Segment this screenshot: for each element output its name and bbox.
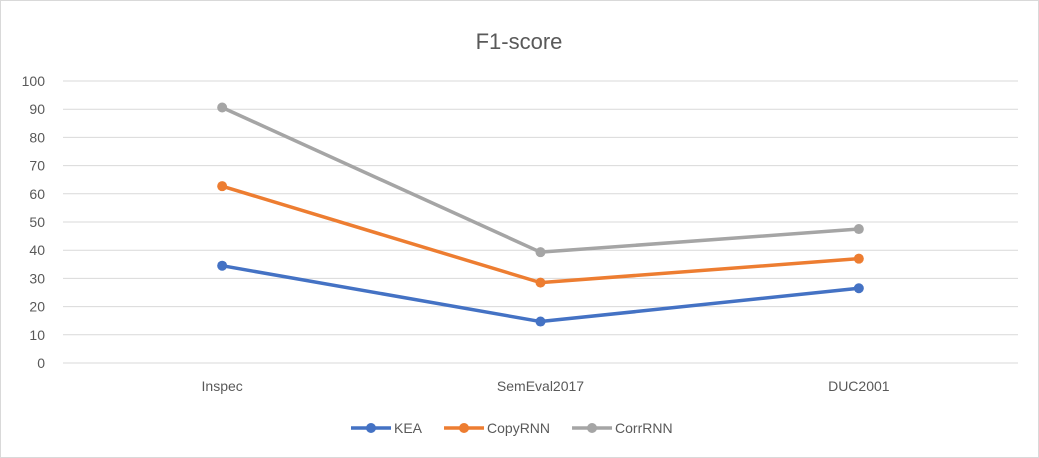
data-point bbox=[535, 316, 546, 327]
data-point bbox=[853, 283, 864, 294]
y-tick-label: 50 bbox=[29, 214, 45, 230]
series-corrrnn bbox=[217, 102, 864, 258]
series-copyrnn bbox=[217, 181, 864, 288]
data-point bbox=[853, 224, 864, 235]
series-line bbox=[220, 105, 861, 254]
legend-label: KEA bbox=[394, 420, 423, 436]
legend: KEA CopyRNN CorrRNN bbox=[351, 420, 673, 436]
legend-swatch-marker bbox=[459, 423, 470, 433]
y-tick-label: 60 bbox=[29, 186, 45, 202]
data-point bbox=[535, 277, 546, 288]
data-point bbox=[535, 247, 546, 258]
legend-item-corrrnn: CorrRNN bbox=[572, 420, 673, 436]
y-tick-label: 70 bbox=[29, 158, 45, 174]
legend-label: CorrRNN bbox=[615, 420, 673, 436]
x-tick-label: Inspec bbox=[202, 378, 243, 394]
y-tick-label: 40 bbox=[29, 242, 45, 258]
y-tick-label: 0 bbox=[37, 355, 45, 371]
data-point bbox=[217, 260, 228, 271]
data-point bbox=[217, 102, 228, 113]
series-line bbox=[220, 263, 861, 324]
y-axis-ticks: 0 10 20 30 40 50 60 70 80 90 100 bbox=[22, 73, 46, 371]
y-tick-label: 100 bbox=[22, 73, 46, 89]
legend-swatch-marker bbox=[366, 423, 376, 433]
data-point bbox=[853, 253, 864, 264]
legend-swatch-marker bbox=[587, 423, 598, 433]
x-tick-label: DUC2001 bbox=[828, 378, 890, 394]
x-axis-ticks: Inspec SemEval2017 DUC2001 bbox=[202, 378, 890, 394]
legend-item-copyrnn: CopyRNN bbox=[444, 420, 550, 436]
series-lines bbox=[217, 102, 864, 327]
y-tick-label: 90 bbox=[29, 101, 45, 117]
y-tick-label: 30 bbox=[29, 270, 45, 286]
series-kea bbox=[217, 260, 864, 327]
x-tick-label: SemEval2017 bbox=[497, 378, 584, 394]
chart-title: F1-score bbox=[476, 29, 563, 54]
y-tick-label: 20 bbox=[29, 299, 45, 315]
y-tick-label: 80 bbox=[29, 129, 45, 145]
data-point bbox=[217, 181, 228, 192]
legend-label: CopyRNN bbox=[487, 420, 550, 436]
legend-item-kea: KEA bbox=[351, 420, 423, 436]
y-tick-label: 10 bbox=[29, 327, 45, 343]
